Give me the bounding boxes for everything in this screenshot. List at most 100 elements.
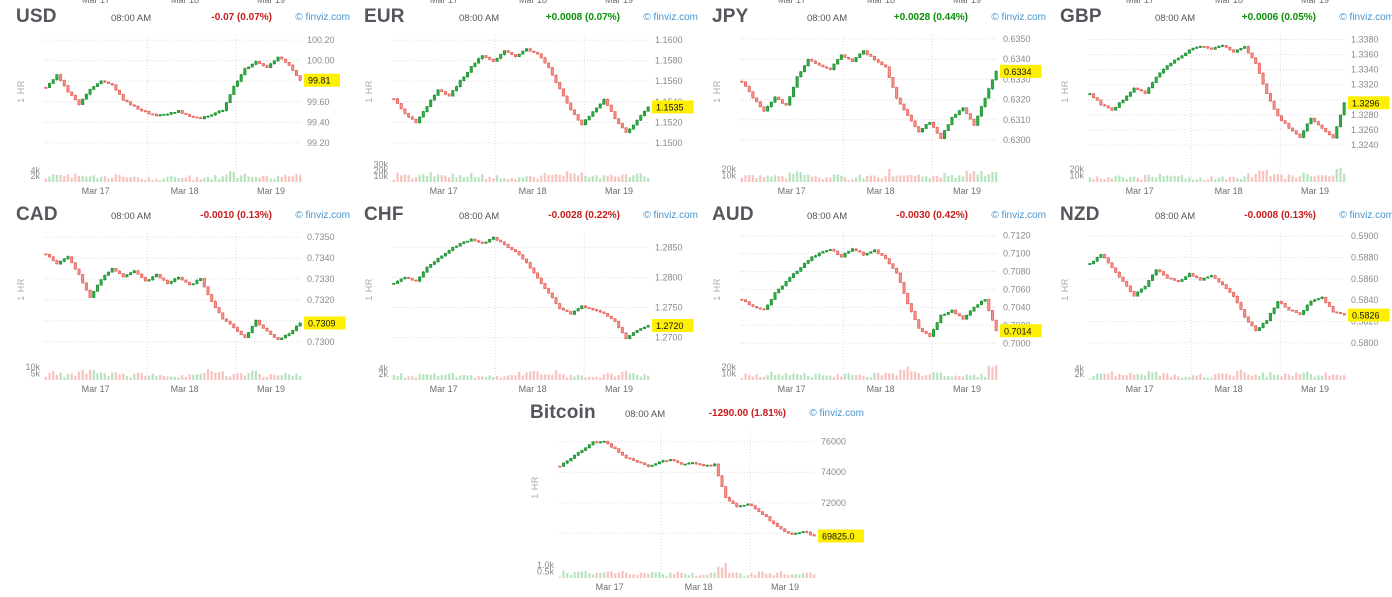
ticker-label: Bitcoin [530,402,596,423]
svg-text:1.3360: 1.3360 [1351,50,1379,60]
clipped-axis-label: Mar 19 [605,0,634,5]
svg-text:100.20: 100.20 [307,35,335,45]
chart-card-cad[interactable]: CAD 08:00 AM -0.0010 (0.13%) © finviz.co… [14,204,350,396]
chart-card-gbp[interactable]: GBP 08:00 AM +0.0006 (0.05%) © finviz.co… [1058,6,1392,198]
clipped-axis-label: Mar 19 [1301,0,1330,5]
svg-text:1.3380: 1.3380 [1351,35,1379,45]
clipped-axis-label: Mar 17 [1126,0,1155,5]
svg-text:0.7350: 0.7350 [307,232,335,242]
svg-text:Mar 19: Mar 19 [953,384,981,394]
clipped-axis-column: Mar 17 Mar 18 Mar 19 [710,0,1046,8]
svg-text:1.1560: 1.1560 [655,76,683,86]
finviz-attribution-link[interactable]: © finviz.com [809,408,864,419]
finviz-attribution-link[interactable]: © finviz.com [1339,12,1392,23]
quote-time-label: 08:00 AM [807,13,848,24]
clipped-axis-column: Mar 17 Mar 18 Mar 19 [14,0,350,8]
finviz-attribution-link[interactable]: © finviz.com [295,210,350,221]
clipped-axis-column: Mar 17 Mar 18 Mar 19 [1058,0,1392,8]
chart-card-eur[interactable]: EUR 08:00 AM +0.0008 (0.07%) © finviz.co… [362,6,698,198]
chart-row-2: CAD 08:00 AM -0.0010 (0.13%) © finviz.co… [14,204,1392,396]
svg-text:Mar 17: Mar 17 [778,186,806,196]
quote-time-label: 08:00 AM [1155,13,1196,24]
finviz-attribution-link[interactable]: © finviz.com [643,210,698,221]
svg-text:10k: 10k [373,171,388,181]
svg-text:0.7000: 0.7000 [1003,338,1031,348]
finviz-attribution-link[interactable]: © finviz.com [643,12,698,23]
svg-text:99.40: 99.40 [307,117,330,127]
ticker-label: AUD [712,204,754,225]
ticker-label: CHF [364,204,404,225]
svg-text:0.7300: 0.7300 [307,337,335,347]
chart-card-aud[interactable]: AUD 08:00 AM -0.0030 (0.42%) © finviz.co… [710,204,1046,396]
svg-text:Mar 19: Mar 19 [1301,384,1329,394]
svg-text:10k: 10k [1069,171,1084,181]
quote-time-label: 08:00 AM [807,211,848,222]
candlestick-plot[interactable]: 0.73000.73100.73200.73300.73400.7350Mar … [14,228,350,396]
svg-text:Mar 19: Mar 19 [605,186,633,196]
chart-card-chf[interactable]: CHF 08:00 AM -0.0028 (0.22%) © finviz.co… [362,204,698,396]
price-change-label: -0.0010 (0.13%) [200,210,272,221]
chart-card-usd[interactable]: USD 08:00 AM -0.07 (0.07%) © finviz.com … [14,6,350,198]
candlestick-plot[interactable]: 0.70000.70200.70400.70600.70800.71000.71… [710,228,1046,396]
price-change-label: -0.0008 (0.13%) [1244,210,1316,221]
chart-card-jpy[interactable]: JPY 08:00 AM +0.0028 (0.44%) © finviz.co… [710,6,1046,198]
svg-text:0.6330: 0.6330 [1003,74,1031,84]
svg-text:Mar 18: Mar 18 [519,186,547,196]
svg-text:0.5900: 0.5900 [1351,231,1379,241]
svg-text:5k: 5k [30,369,40,379]
svg-text:0.5840: 0.5840 [1351,295,1379,305]
chart-header: CHF 08:00 AM -0.0028 (0.22%) © finviz.co… [362,204,698,228]
svg-text:0.6320: 0.6320 [1003,95,1031,105]
candlestick-plot[interactable]: 1.32401.32601.32801.33001.33201.33401.33… [1058,30,1392,198]
svg-text:1.1580: 1.1580 [655,56,683,66]
finviz-attribution-link[interactable]: © finviz.com [991,210,1046,221]
svg-text:20k: 20k [1069,164,1084,174]
ticker-label: EUR [364,6,405,27]
svg-text:Mar 19: Mar 19 [257,186,285,196]
svg-text:20k: 20k [373,165,388,175]
svg-text:0.7080: 0.7080 [1003,267,1031,277]
candlestick-plot[interactable]: 0.6300 0.6310 0.6320 0.6330 0.6340 0.6350 Mar … [710,30,1046,198]
svg-text:1.3280: 1.3280 [1351,110,1379,120]
chart-header: NZD 08:00 AM -0.0008 (0.13%) © finviz.co… [1058,204,1392,228]
svg-text:Mar 18: Mar 18 [867,384,895,394]
svg-text:1 HR: 1 HR [16,278,26,301]
finviz-attribution-link[interactable]: © finviz.com [1339,210,1392,221]
clipped-axis-label: Mar 17 [82,0,111,5]
clipped-axis-column: Mar 17 Mar 18 Mar 19 [362,0,698,8]
svg-text:Mar 17: Mar 17 [82,186,110,196]
finviz-attribution-link[interactable]: © finviz.com [991,12,1046,23]
chart-card-nzd[interactable]: NZD 08:00 AM -0.0008 (0.13%) © finviz.co… [1058,204,1392,396]
svg-text:Mar 18: Mar 18 [685,582,713,592]
svg-text:1 HR: 1 HR [1060,278,1070,301]
chart-header: JPY 08:00 AM +0.0028 (0.44%) © finviz.co… [710,6,1046,30]
svg-text:1.3260: 1.3260 [1351,125,1379,135]
svg-text:Mar 18: Mar 18 [171,384,199,394]
svg-text:1.2750: 1.2750 [655,303,683,313]
svg-text:10k: 10k [25,362,40,372]
svg-text:1.1535: 1.1535 [656,102,684,112]
svg-text:1 HR: 1 HR [364,80,374,103]
chart-card-bitcoin[interactable]: Bitcoin 08:00 AM -1290.00 (1.81%) © finv… [528,402,864,594]
price-change-label: +0.0028 (0.44%) [893,12,968,23]
finviz-attribution-link[interactable]: © finviz.com [295,12,350,23]
candlestick-plot[interactable]: 0.58000.58200.58400.58600.58800.5900Mar … [1058,228,1392,396]
svg-text:Mar 19: Mar 19 [257,384,285,394]
svg-text:1.1500: 1.1500 [655,138,683,148]
chart-header: EUR 08:00 AM +0.0008 (0.07%) © finviz.co… [362,6,698,30]
svg-text:69825.0: 69825.0 [822,531,855,541]
svg-text:0.5800: 0.5800 [1351,338,1379,348]
price-change-label: +0.0008 (0.07%) [545,12,620,23]
chart-header: Bitcoin 08:00 AM -1290.00 (1.81%) © finv… [528,402,864,426]
candlestick-plot[interactable]: 1.2700 1.2750 1.2800 1.2850 Mar 17 Mar 18 Mar … [362,228,698,396]
svg-text:76000: 76000 [821,437,846,447]
quote-time-label: 08:00 AM [459,211,500,222]
clipped-axis-label: Mar 19 [953,0,982,5]
clipped-axis-label: Mar 17 [430,0,459,5]
svg-text:1 HR: 1 HR [530,476,540,499]
svg-text:Mar 18: Mar 18 [171,186,199,196]
candlestick-plot[interactable]: 1.15001.15201.15401.15601.15801.1600Mar … [362,30,698,198]
svg-text:2k: 2k [378,369,388,379]
